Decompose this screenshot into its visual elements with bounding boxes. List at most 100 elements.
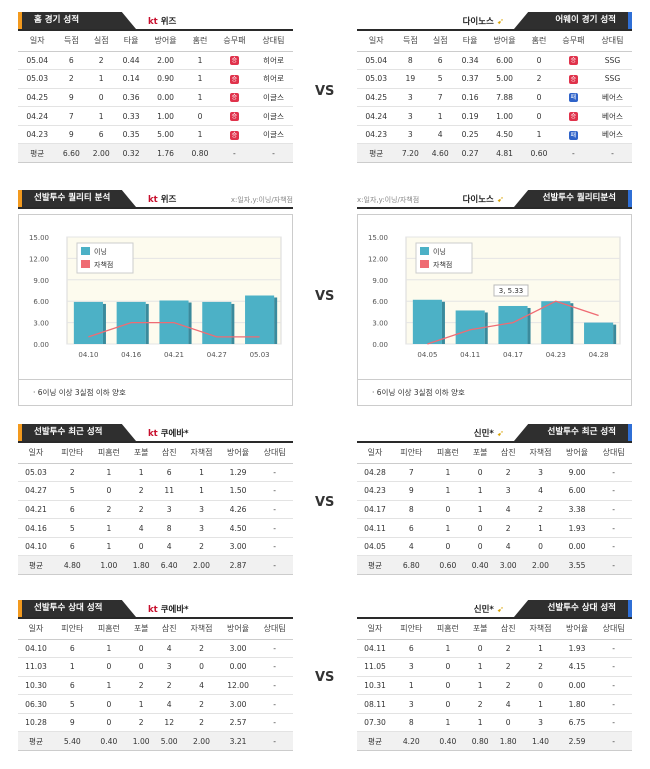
table-cell: 2 [127,676,156,696]
table-cell: 0 [90,481,128,501]
table-cell: 0 [183,657,220,677]
table-cell: 평균 [18,143,57,164]
vs-label: VS [315,495,335,510]
table-cell: 10.31 [357,676,394,696]
table-cell: 0 [127,537,156,557]
table-cell: 2 [524,69,554,89]
table-cell: 6.00 [558,481,596,501]
table-cell: 2 [90,500,128,520]
table-row: 08.11 3 0 2 4 1 1.80- [357,694,632,714]
table-cell: 1.76 [146,143,186,164]
table-row: 05.03 2 1 0.14 0.90 1 승 히어로 [18,69,293,89]
table-cell: - [256,537,293,557]
panel-title: 홈 경기 성적 [18,12,136,29]
x-tick-label: 04.27 [207,351,227,359]
table-cell: 승 [214,69,254,89]
table-cell: 0.37 [455,69,486,89]
table-cell: 3.00 [219,537,257,557]
table-row: 04.10 6 1 0 4 2 3.00- [18,639,293,659]
table-cell: 0 [466,537,495,557]
column-header: 삼진 [155,619,184,640]
table-cell: 2.00 [183,555,220,576]
x-tick-label: 05.03 [250,351,270,359]
table-cell: 2.00 [522,555,559,576]
y-tick-label: 15.00 [29,234,49,242]
table-cell: 2.57 [219,713,257,733]
table-cell: 0 [429,694,467,714]
column-header: 방어율 [485,31,525,52]
table-cell: 0.27 [455,143,486,164]
pitcher-name: 신민* ➹ [473,605,504,615]
table-cell: 5.00 [155,731,184,752]
vs-label: VS [315,289,335,304]
column-header: 승무패 [214,31,254,52]
table-cell: 4.81 [485,143,525,164]
table-cell: 4 [155,537,184,557]
legend-label: 자책점 [433,260,452,269]
bar-innings [412,299,442,344]
table-cell: 04.23 [357,481,394,501]
table-cell: 0.80 [185,143,215,164]
column-header: 피홈런 [429,443,467,464]
x-tick-label: 04.10 [78,351,98,359]
win-badge-icon: 승 [229,93,239,103]
pitcher-vs-right-panel: 선발투수 상대 성적 신민* ➹ 일자 피안타 피홈런 포볼 삼진 자책점 방어율 상대팀 04.… [357,600,632,752]
table-cell: 5.00 [146,125,186,145]
table-cell: 1.00 [146,106,186,126]
table-cell: 0.00 [219,657,257,677]
table-cell: 4.20 [393,731,430,752]
team-name: kt 위즈 [148,17,177,27]
y-tick-label: 6.00 [372,298,388,306]
table-cell: 2 [183,639,220,659]
table-cell: 6.40 [155,555,184,576]
table-cell: 승 [553,69,593,89]
column-header: 상대팀 [253,31,293,52]
table-header-row: 일자 피안타 피홈런 포볼 삼진 자책점 방어율 상대팀 [357,443,632,464]
table-cell: 3 [155,500,184,520]
table-cell: 04.11 [357,639,394,659]
table-cell: 3 [395,88,426,108]
table-cell: 1 [183,463,220,483]
table-cell: 1 [90,676,128,696]
column-header: 타율 [455,31,486,52]
x-tick-label: 04.21 [164,351,184,359]
table-cell: 1 [466,657,495,677]
panel-title: 선발투수 퀄리티분석 [514,190,632,207]
table-cell: 1 [522,518,559,538]
column-header: 포볼 [466,619,495,640]
table-cell: 0 [127,657,156,677]
column-header: 포볼 [127,443,156,464]
column-header: 타율 [116,31,147,52]
table-cell: 1 [86,106,117,126]
y-tick-label: 3.00 [33,320,49,328]
table-cell: 0.80 [466,731,495,752]
column-header: 방어율 [219,619,257,640]
column-header: 일자 [18,619,55,640]
table-cell: 1 [127,463,156,483]
panel-header: 선발투수 퀄리티 분석 kt 위즈 x:일자,y:이닝/자책점 [18,190,293,209]
table-cell: 04.25 [357,88,396,108]
table-cell: 04.11 [357,518,394,538]
average-row: 평균 7.20 4.60 0.27 4.81 0.60- - [357,143,632,164]
table-cell: 0.35 [116,125,147,145]
y-tick-label: 3.00 [372,320,388,328]
column-header: 피안타 [393,443,430,464]
table-cell: 0 [466,463,495,483]
table-row: 06.30 5 0 1 4 2 3.00- [18,694,293,714]
table-cell: 0.40 [429,731,467,752]
panel-title: 선발투수 상대 성적 [18,600,136,617]
table-cell: 04.27 [18,481,55,501]
column-header: 상대팀 [595,443,632,464]
table-cell: 7 [393,463,430,483]
table-cell: 04.16 [18,518,55,538]
win-badge-icon: 승 [229,130,239,140]
table-cell: 0 [522,537,559,557]
column-header: 일자 [18,443,55,464]
table-row: 05.03 19 5 0.37 5.00 2 승 SSG [357,69,632,89]
table-cell: 11.03 [18,657,55,677]
table-cell: 0.19 [455,106,486,126]
quality-left-panel: 선발투수 퀄리티 분석 kt 위즈 x:일자,y:이닝/자책점 0.00 3.00 6… [18,190,293,406]
legend-swatch-innings [81,247,90,255]
column-header: 방어율 [146,31,186,52]
